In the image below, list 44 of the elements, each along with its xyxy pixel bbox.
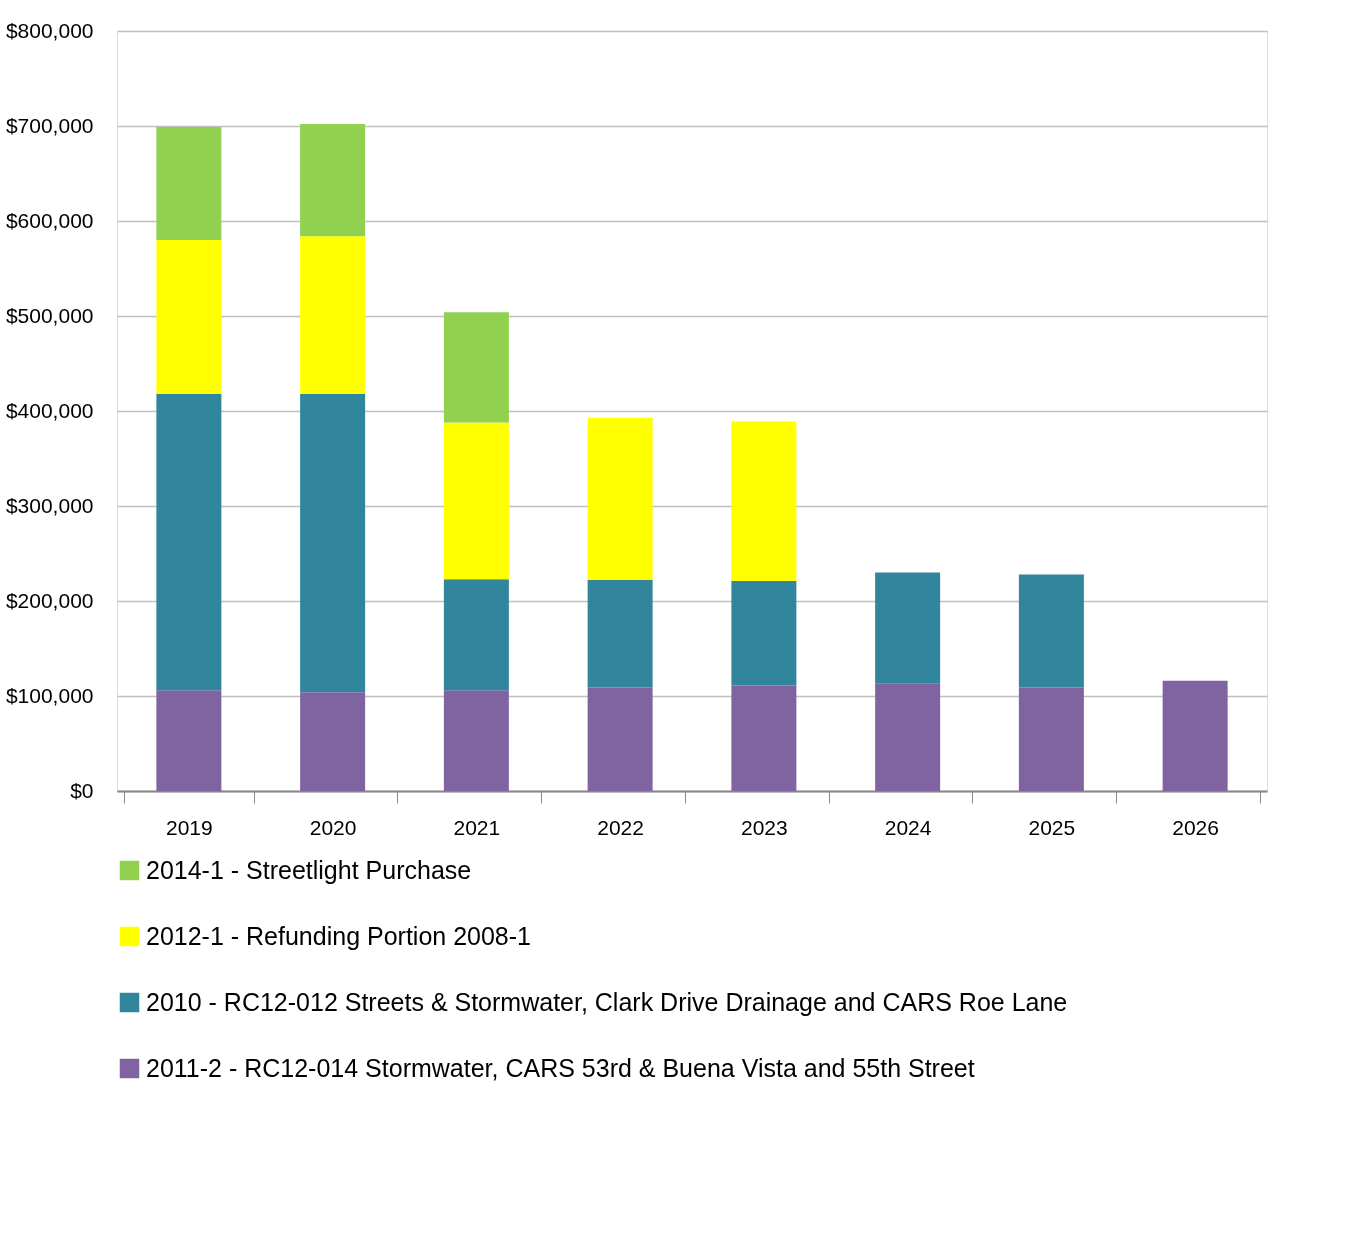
bar xyxy=(443,690,509,791)
bar xyxy=(300,393,366,693)
x-tick-label: 2021 xyxy=(453,815,501,839)
bar xyxy=(731,421,797,582)
bar xyxy=(1018,574,1084,688)
bar xyxy=(300,236,366,394)
legend-label: 2014-1 - Streetlight Purchase xyxy=(146,855,472,884)
bar xyxy=(875,572,941,684)
bar xyxy=(587,580,653,688)
y-tick-label: $400,000 xyxy=(5,398,94,422)
x-tick-label: 2026 xyxy=(1172,815,1219,839)
y-tick-label: $200,000 xyxy=(5,588,94,612)
bar xyxy=(731,581,797,686)
bar xyxy=(300,692,366,791)
x-tick-label: 2023 xyxy=(741,815,788,839)
bar xyxy=(156,690,222,791)
bar xyxy=(731,685,797,791)
bar xyxy=(1162,680,1228,791)
bar xyxy=(443,422,509,580)
bar xyxy=(156,126,222,240)
bar xyxy=(443,579,509,691)
legend-label: 2011-2 - RC12-014 Stormwater, CARS 53rd & Buena Vista and 55th Street xyxy=(146,1053,975,1082)
x-tick-label: 2025 xyxy=(1028,815,1076,839)
x-tick-label: 2020 xyxy=(309,815,357,839)
bar xyxy=(300,124,366,237)
x-tick-label: 2019 xyxy=(166,815,213,839)
bar xyxy=(875,683,941,791)
y-tick-label: $0 xyxy=(70,778,94,802)
bar xyxy=(156,393,222,691)
bar xyxy=(587,417,653,581)
y-tick-label: $700,000 xyxy=(5,113,94,137)
y-tick-label: $100,000 xyxy=(5,683,94,707)
x-tick-label: 2022 xyxy=(597,815,644,839)
y-tick-label: $500,000 xyxy=(5,303,94,327)
bar xyxy=(443,312,509,423)
y-tick-label: $300,000 xyxy=(5,493,94,517)
y-tick-label: $800,000 xyxy=(5,18,94,42)
bar xyxy=(587,687,653,791)
bar xyxy=(156,240,222,394)
legend-label: 2010 - RC12-012 Streets & Stormwater, Clark Drive Drainage and CARS Roe Lane xyxy=(146,987,1068,1016)
x-tick-label: 2024 xyxy=(884,815,932,839)
legend-label: 2012-1 - Refunding Portion 2008-1 xyxy=(146,921,531,950)
bar xyxy=(1018,687,1084,791)
y-tick-label: $600,000 xyxy=(5,208,94,232)
